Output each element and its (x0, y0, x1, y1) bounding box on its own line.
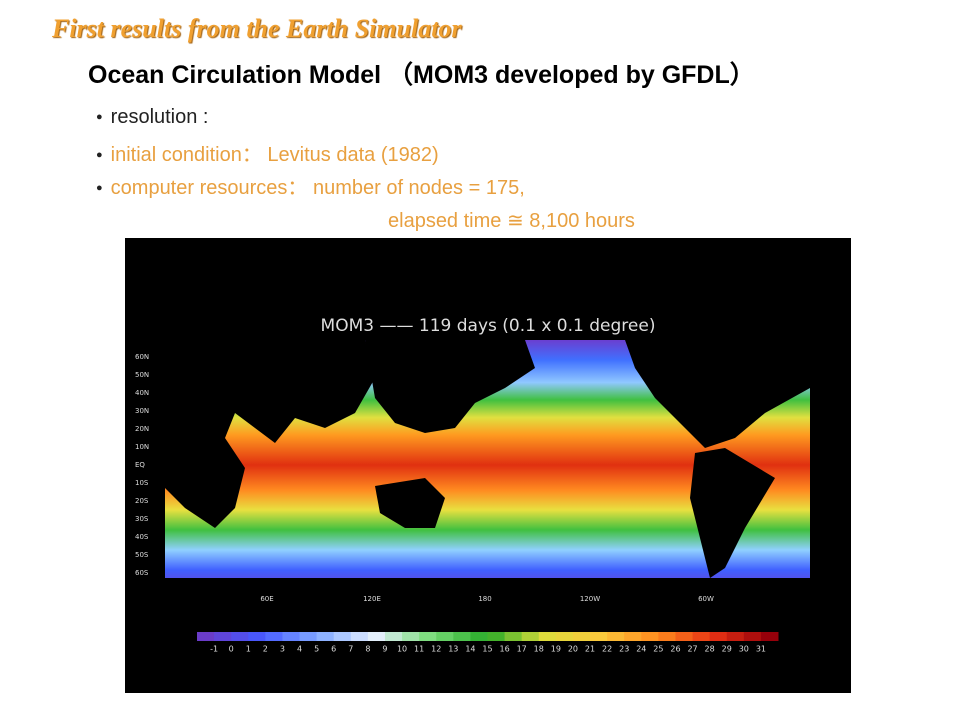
colorbar-label: 0 (229, 645, 234, 654)
lat-label: 40S (135, 533, 149, 541)
colorbar-cell (231, 632, 249, 641)
lon-label: 180 (478, 595, 491, 603)
colorbar-cell (726, 632, 745, 641)
lat-label: 50N (135, 371, 149, 379)
colorbar-label: 29 (722, 645, 732, 654)
colorbar-cell (197, 632, 215, 641)
lat-label: EQ (135, 461, 145, 469)
colorbar-label: 11 (414, 645, 424, 654)
colorbar-cell (282, 632, 301, 641)
colorbar-label: 10 (397, 645, 407, 654)
lat-label: 60N (135, 353, 149, 361)
lon-label: 120W (580, 595, 600, 603)
bullet: computer resources： number of nodes = 17… (96, 171, 525, 200)
colorbar-cell (487, 632, 506, 641)
colorbar-label: 3 (280, 645, 285, 654)
colorbar-label: 13 (448, 645, 458, 654)
colorbar-label: 21 (585, 645, 595, 654)
lat-label: 10S (135, 479, 149, 487)
colorbar-label: 12 (431, 645, 441, 654)
colorbar-label: 25 (653, 645, 663, 654)
colorbar-label: 1 (246, 645, 251, 654)
lat-label: 20N (135, 425, 149, 433)
colorbar-cell (367, 632, 386, 641)
colorbar-cell (470, 632, 488, 641)
colorbar-label: 17 (517, 645, 527, 654)
colorbar-cell (538, 632, 557, 641)
colorbar-cell (572, 632, 591, 641)
colorbar-label: 22 (602, 645, 612, 654)
colorbar-label: 2 (263, 645, 268, 654)
lat-label: 20S (135, 497, 149, 505)
colorbar-cell (299, 632, 318, 641)
colorbar-cell (214, 632, 232, 641)
colorbar-cell (265, 632, 283, 641)
colorbar-label: 15 (482, 645, 492, 654)
colorbar-label: 16 (499, 645, 509, 654)
colorbar-label: 23 (619, 645, 629, 654)
colorbar-label: 19 (551, 645, 561, 654)
colorbar-cell (624, 632, 642, 641)
colorbar-cell (419, 632, 437, 641)
slide-title: First results from the Earth Simulator (52, 14, 462, 43)
colorbar-cell (504, 632, 523, 641)
colorbar-cell (402, 632, 420, 641)
colorbar-cell (607, 632, 625, 641)
colorbar-cell (658, 632, 676, 641)
continents (165, 340, 810, 590)
colorbar-label: 31 (756, 645, 766, 654)
colorbar-cell (675, 632, 694, 641)
colorbar-cell (692, 632, 711, 641)
colorbar-cell (384, 632, 403, 641)
bullet: initial condition： Levitus data (1982) (96, 138, 439, 167)
colorbar-label: 4 (297, 645, 302, 654)
subtitle: Ocean Circulation Model （MOM3 developed … (88, 61, 755, 89)
sst-figure: MOM3 —— 119 days (0.1 x 0.1 degree)60N50… (125, 238, 851, 693)
colorbar-cell (333, 632, 352, 641)
colorbar-cell (436, 632, 454, 641)
colorbar-label: 7 (348, 645, 353, 654)
colorbar-label: -1 (210, 645, 218, 654)
colorbar-label: 28 (705, 645, 715, 654)
lon-label: 120E (363, 595, 381, 603)
lat-label: 10N (135, 443, 149, 451)
colorbar-label: 8 (365, 645, 370, 654)
bullet-continuation: elapsed time ≅ 8,100 hours (388, 210, 635, 232)
colorbar-label: 27 (687, 645, 697, 654)
colorbar-cell (248, 632, 266, 641)
colorbar-cell (743, 632, 762, 641)
colorbar-label: 14 (465, 645, 475, 654)
lon-label: 60W (698, 595, 714, 603)
colorbar-label: 20 (568, 645, 578, 654)
lon-label: 60E (260, 595, 273, 603)
colorbar-cell (555, 632, 574, 641)
colorbar-cell (316, 632, 335, 641)
lat-label: 60S (135, 569, 149, 577)
colorbar-label: 30 (739, 645, 749, 654)
colorbar-cell (453, 632, 471, 641)
colorbar-cell (641, 632, 659, 641)
figure-title: MOM3 —— 119 days (0.1 x 0.1 degree) (321, 316, 656, 336)
colorbar-cell (709, 632, 728, 641)
colorbar-label: 6 (331, 645, 336, 654)
colorbar-label: 5 (314, 645, 319, 654)
lat-label: 30N (135, 407, 149, 415)
colorbar-cell (760, 632, 779, 641)
lat-label: 30S (135, 515, 149, 523)
colorbar-cell (590, 632, 608, 641)
colorbar-label: 18 (534, 645, 544, 654)
colorbar-label: 24 (636, 645, 646, 654)
lat-label: 50S (135, 551, 149, 559)
bullet: resolution : (96, 106, 209, 129)
lat-label: 40N (135, 389, 149, 397)
colorbar-cell (350, 632, 369, 641)
colorbar-label: 26 (670, 645, 680, 654)
colorbar-label: 9 (382, 645, 387, 654)
colorbar-cell (521, 632, 540, 641)
